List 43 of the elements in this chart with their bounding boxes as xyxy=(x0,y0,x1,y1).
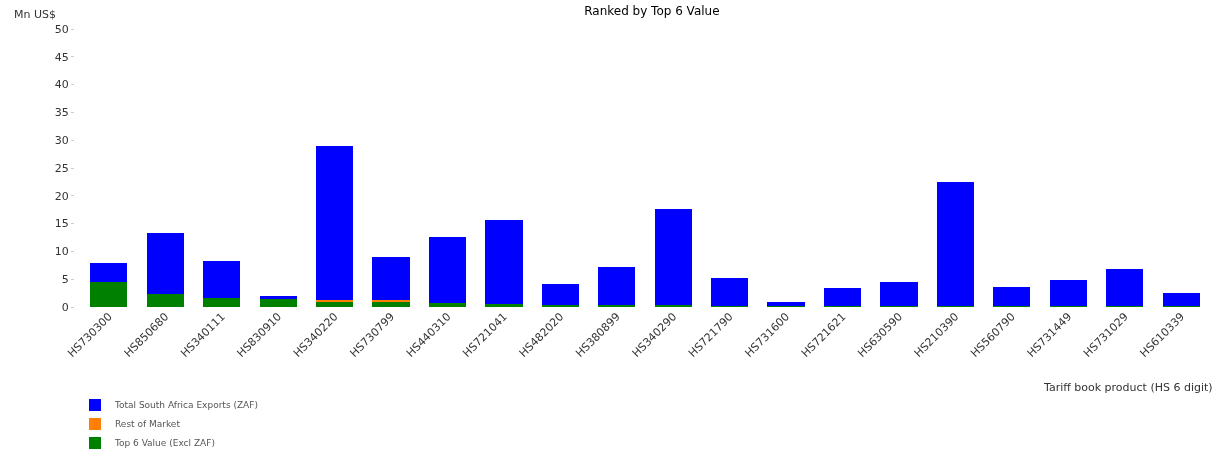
bar xyxy=(936,182,975,307)
legend-label: Top 6 Value (Excl ZAF) xyxy=(114,438,215,449)
bar xyxy=(1049,279,1087,307)
bar xyxy=(1106,269,1144,307)
bar xyxy=(203,261,241,299)
legend-label: Rest of Market xyxy=(115,419,181,430)
bar xyxy=(203,298,241,307)
chart-title: Ranked by Top 6 Value xyxy=(584,4,720,19)
bar xyxy=(90,262,128,282)
y-axis-title: Mn US$ xyxy=(14,8,56,21)
bar xyxy=(372,256,410,301)
y-tick-label: 25 xyxy=(54,161,69,175)
bar xyxy=(541,284,579,306)
bar xyxy=(767,302,805,307)
bar xyxy=(1162,292,1200,307)
bar xyxy=(146,232,184,294)
bar xyxy=(146,293,184,307)
y-tick-label: 50 xyxy=(54,22,69,36)
y-tick-label: 20 xyxy=(54,189,69,203)
bar xyxy=(372,301,410,307)
bar xyxy=(485,304,523,307)
bar xyxy=(823,288,862,307)
y-tick-label: 15 xyxy=(54,217,69,231)
y-tick-label: 0 xyxy=(61,300,69,314)
bar xyxy=(428,236,467,303)
bar xyxy=(654,208,692,306)
bar xyxy=(259,298,297,307)
y-tick-label: 10 xyxy=(54,245,69,259)
legend-label: Total South Africa Exports (ZAF) xyxy=(114,400,258,411)
bar xyxy=(259,295,297,299)
y-tick-label: 30 xyxy=(54,134,69,148)
y-tick-label: 45 xyxy=(54,50,69,64)
bar xyxy=(485,219,523,305)
bar xyxy=(880,281,918,307)
bar xyxy=(315,145,354,301)
x-axis-title: Tariff book product (HS 6 digit) xyxy=(1043,381,1213,394)
y-tick-label: 35 xyxy=(54,106,69,120)
bar xyxy=(90,281,128,307)
y-tick-label: 5 xyxy=(61,273,69,287)
bar xyxy=(598,266,636,306)
bar xyxy=(993,286,1031,307)
bar xyxy=(711,277,749,307)
y-tick-label: 40 xyxy=(54,78,69,92)
